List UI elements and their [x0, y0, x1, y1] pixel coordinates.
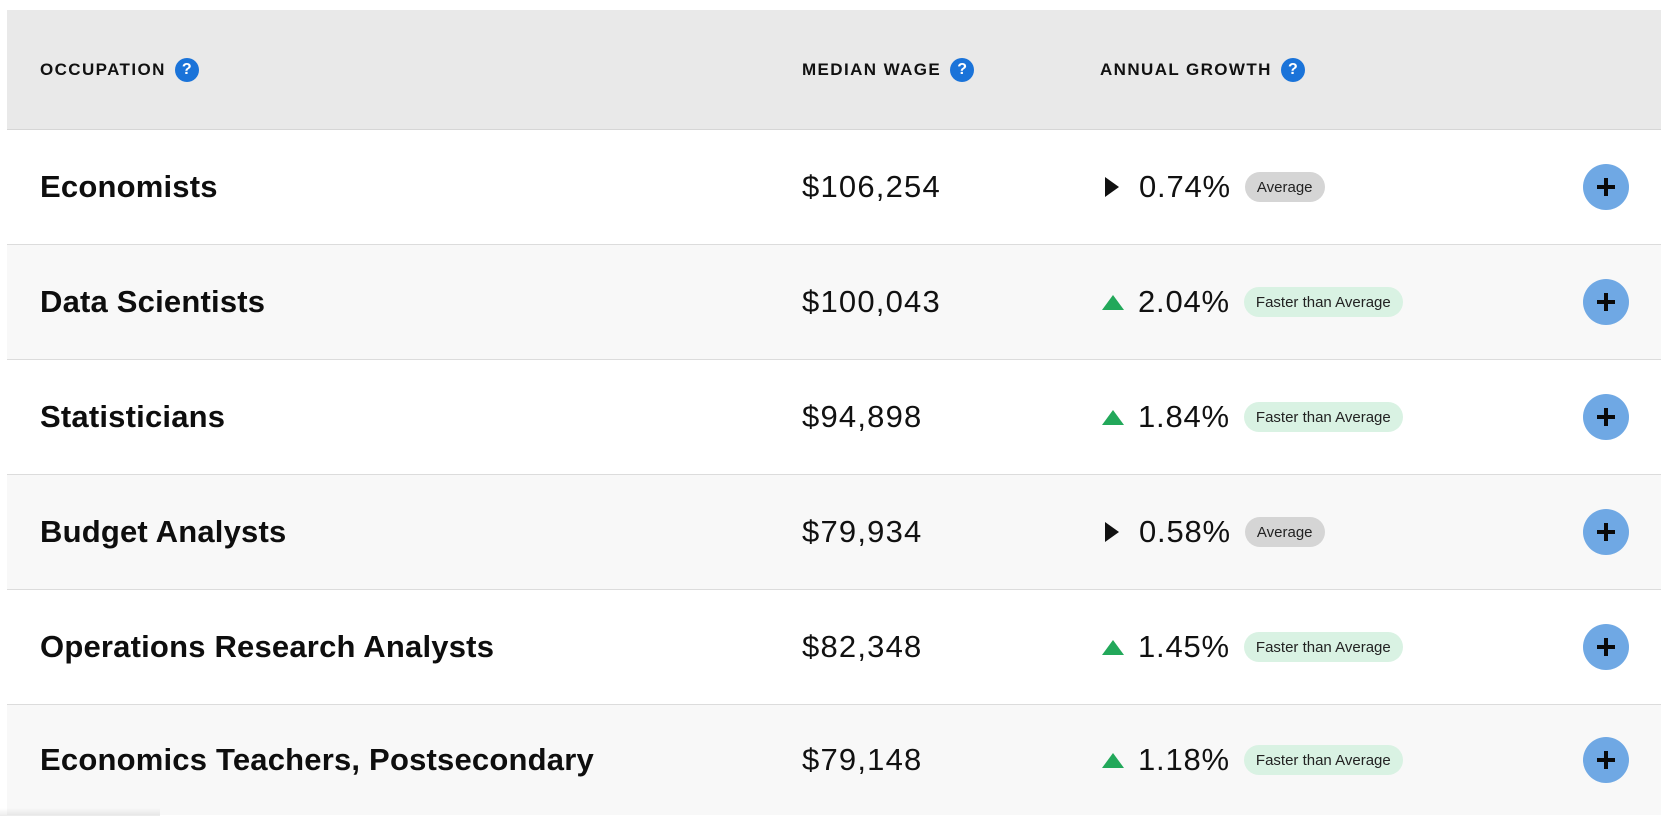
growth-cell: 2.04% Faster than Average: [1102, 245, 1403, 359]
triangle-up-icon: [1102, 639, 1124, 655]
table-body: Economists $106,254 0.74% Average Data S…: [7, 130, 1661, 815]
growth-percent: 2.04%: [1138, 284, 1230, 319]
expand-button[interactable]: [1583, 737, 1629, 783]
plus-icon: [1597, 408, 1615, 426]
occupation-name: Economics Teachers, Postsecondary: [40, 742, 594, 777]
growth-badge: Average: [1244, 172, 1325, 202]
triangle-up-icon: [1102, 409, 1124, 425]
expand-button[interactable]: [1583, 279, 1629, 325]
table-row[interactable]: Operations Research Analysts $82,348 1.4…: [7, 590, 1661, 705]
expand-button[interactable]: [1583, 624, 1629, 670]
growth-cell: 0.74% Average: [1102, 130, 1325, 244]
triangle-right-icon: [1105, 522, 1119, 542]
header-occupation-label: OCCUPATION: [40, 60, 166, 79]
scroll-shadow: [0, 808, 160, 816]
growth-badge: Faster than Average: [1243, 745, 1403, 775]
table-row[interactable]: Statisticians $94,898 1.84% Faster than …: [7, 360, 1661, 475]
table-header: OCCUPATION ? MEDIAN WAGE ? ANNUAL GROWTH…: [7, 10, 1661, 130]
occupation-name: Budget Analysts: [40, 514, 287, 549]
growth-cell: 0.58% Average: [1102, 475, 1325, 589]
header-annual-growth: ANNUAL GROWTH ?: [1100, 10, 1305, 130]
header-occupation: OCCUPATION ?: [40, 10, 199, 130]
header-annual-growth-label: ANNUAL GROWTH: [1100, 60, 1272, 79]
median-wage-value: $106,254: [802, 169, 941, 204]
plus-icon: [1597, 523, 1615, 541]
median-wage-value: $82,348: [802, 629, 923, 664]
growth-cell: 1.18% Faster than Average: [1102, 705, 1403, 815]
plus-icon: [1597, 293, 1615, 311]
median-wage-help-icon[interactable]: ?: [950, 58, 975, 82]
growth-cell: 1.84% Faster than Average: [1102, 360, 1403, 474]
median-wage-value: $79,148: [802, 742, 923, 777]
plus-icon: [1597, 751, 1615, 769]
growth-badge: Faster than Average: [1243, 287, 1403, 317]
growth-percent: 0.74%: [1139, 169, 1231, 204]
occupation-name: Economists: [40, 169, 218, 204]
growth-percent: 1.45%: [1138, 629, 1230, 664]
table-row[interactable]: Economists $106,254 0.74% Average: [7, 130, 1661, 245]
growth-badge: Faster than Average: [1243, 632, 1403, 662]
occupation-table: OCCUPATION ? MEDIAN WAGE ? ANNUAL GROWTH…: [7, 10, 1661, 815]
header-median-wage: MEDIAN WAGE ?: [802, 10, 975, 130]
growth-badge: Average: [1244, 517, 1325, 547]
occupation-name: Data Scientists: [40, 284, 266, 319]
triangle-right-icon: [1105, 177, 1119, 197]
triangle-up-icon: [1102, 752, 1124, 768]
median-wage-value: $79,934: [802, 514, 923, 549]
plus-icon: [1597, 638, 1615, 656]
triangle-up-icon: [1102, 294, 1124, 310]
growth-cell: 1.45% Faster than Average: [1102, 590, 1403, 704]
occupation-name: Operations Research Analysts: [40, 629, 495, 664]
expand-button[interactable]: [1583, 394, 1629, 440]
median-wage-value: $94,898: [802, 399, 923, 434]
growth-percent: 0.58%: [1139, 514, 1231, 549]
plus-icon: [1597, 178, 1615, 196]
growth-percent: 1.84%: [1138, 399, 1230, 434]
expand-button[interactable]: [1583, 164, 1629, 210]
growth-badge: Faster than Average: [1243, 402, 1403, 432]
occupation-help-icon[interactable]: ?: [174, 58, 199, 82]
table-row[interactable]: Data Scientists $100,043 2.04% Faster th…: [7, 245, 1661, 360]
expand-button[interactable]: [1583, 509, 1629, 555]
table-row[interactable]: Economics Teachers, Postsecondary $79,14…: [7, 705, 1661, 815]
annual-growth-help-icon[interactable]: ?: [1280, 58, 1305, 82]
table-row[interactable]: Budget Analysts $79,934 0.58% Average: [7, 475, 1661, 590]
median-wage-value: $100,043: [802, 284, 941, 319]
growth-percent: 1.18%: [1138, 742, 1230, 777]
header-median-wage-label: MEDIAN WAGE: [802, 60, 942, 79]
occupation-name: Statisticians: [40, 399, 226, 434]
